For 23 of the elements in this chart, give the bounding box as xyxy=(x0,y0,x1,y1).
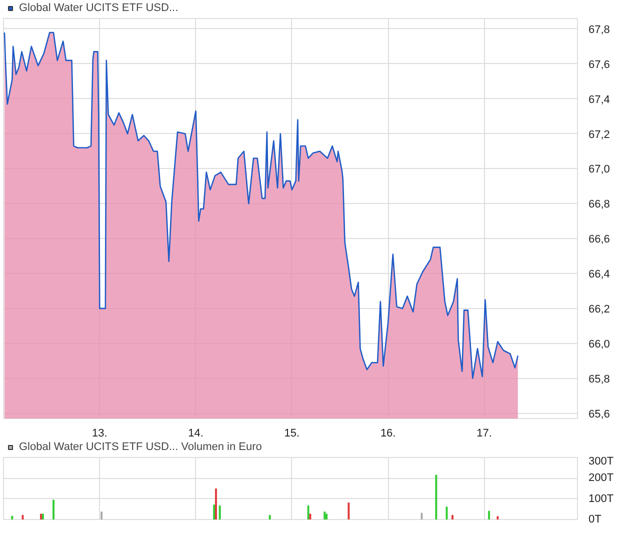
x-tick-label: 13. xyxy=(92,428,108,440)
y-tick-label: 200T xyxy=(588,472,614,484)
y-tick-label: 66,0 xyxy=(588,338,610,350)
y-tick-label: 66,8 xyxy=(588,198,610,211)
y-tick-label: 66,6 xyxy=(588,234,610,246)
legend-label: Global Water UCITS ETF USD... xyxy=(19,2,178,14)
y-tick-label: 67,6 xyxy=(588,58,610,71)
y-tick-label: 300T xyxy=(588,456,614,468)
x-tick-label: 17. xyxy=(476,428,492,440)
legend-label: Global Water UCITS ETF USD... Volumen in Euro xyxy=(19,441,262,453)
x-tick-label: 15. xyxy=(284,428,300,440)
y-tick-label: 67,0 xyxy=(588,164,610,176)
x-tick-label: 14. xyxy=(188,428,204,440)
y-tick-label: 66,2 xyxy=(588,303,610,316)
y-tick-label: 65,8 xyxy=(588,373,610,386)
y-tick-label: 100T xyxy=(588,492,614,505)
y-tick-label: 67,2 xyxy=(588,128,610,141)
y-tick-label: 67,4 xyxy=(588,94,610,106)
x-tick-label: 16. xyxy=(380,428,396,440)
y-tick-label: 65,6 xyxy=(588,408,610,420)
y-tick-label: 67,8 xyxy=(588,24,610,36)
y-tick-label: 66,4 xyxy=(588,268,610,281)
y-tick-label: 0T xyxy=(588,514,602,526)
